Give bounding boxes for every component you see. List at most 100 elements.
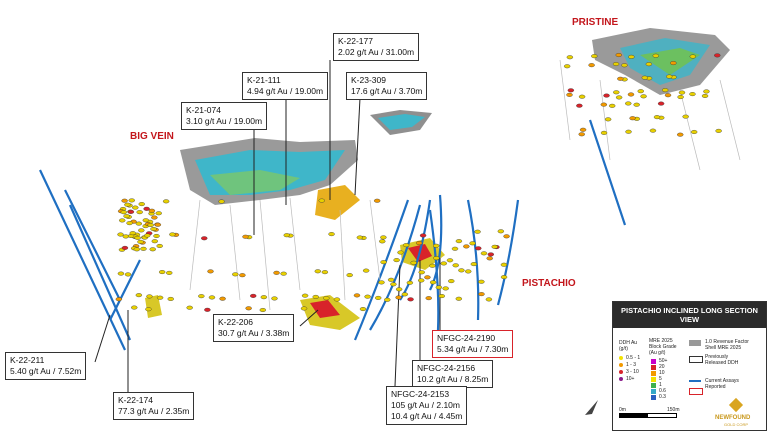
assay-dot <box>162 199 170 204</box>
assay-dot <box>115 297 123 302</box>
legend-swatch <box>651 388 656 394</box>
callout: K-22-211 5.40 g/t Au / 7.52m <box>5 352 87 380</box>
assay-dot <box>625 101 632 106</box>
assay-dot <box>346 273 353 278</box>
assay-dot <box>395 295 402 300</box>
grade-pod <box>145 295 162 318</box>
assay-dot <box>487 252 495 257</box>
assay-dot <box>458 268 465 273</box>
logo-mark <box>728 397 744 413</box>
pit-grade <box>210 170 300 195</box>
assay-result: 10.4 g/t Au / 4.45m <box>391 411 463 421</box>
logo-text: GOLD CORP <box>724 422 749 427</box>
assay-dot <box>417 278 425 283</box>
assay-dot <box>715 128 722 133</box>
hole-id: K-22-211 <box>10 355 45 365</box>
legend-dot <box>619 376 623 381</box>
assay-dot <box>500 275 508 280</box>
assay-dot <box>117 232 124 237</box>
assay-dot <box>148 208 156 213</box>
assay-dot <box>600 102 608 107</box>
scale-label: 0m <box>619 407 626 413</box>
assay-dot <box>657 101 665 106</box>
leader-lines <box>94 60 441 392</box>
assay-dot <box>387 277 395 282</box>
assay-dot <box>433 243 440 248</box>
assay-dot <box>373 198 381 203</box>
assay-dot <box>204 307 211 312</box>
assay-dot <box>144 233 151 238</box>
assay-dot <box>124 202 131 207</box>
assay-dot <box>150 226 157 231</box>
assay-dot <box>207 269 214 274</box>
assay-dot <box>166 270 173 275</box>
assay-dot <box>135 293 143 298</box>
assay-dot <box>578 94 586 99</box>
legend-heading: MRE 2025 Block Grade (Au g/t) <box>649 338 677 356</box>
assay-dot <box>455 296 463 301</box>
assay-dot <box>138 202 145 207</box>
assay-dot <box>312 294 319 299</box>
assay-dot <box>359 307 367 312</box>
assay-dot <box>384 297 391 302</box>
legend-label: 5 <box>659 376 662 382</box>
assay-dot <box>380 235 387 240</box>
assay-dot <box>362 268 370 273</box>
assay-dot <box>563 64 571 69</box>
assay-dot <box>123 214 130 219</box>
scale-label: 150m <box>667 407 680 413</box>
hole-id: K-23-309 <box>351 75 386 85</box>
assay-dot <box>455 239 463 244</box>
legend-row: 0.5 - 1 <box>619 354 640 361</box>
assay-dot <box>142 218 150 223</box>
assay-dot <box>701 93 709 98</box>
assay-dot <box>117 271 125 276</box>
assay-dot <box>119 218 126 223</box>
assay-dot <box>625 129 632 134</box>
assay-dot <box>678 90 686 95</box>
assay-dot <box>452 263 459 268</box>
assay-dot <box>127 209 135 214</box>
legend-swatch <box>651 376 656 382</box>
assay-dot <box>379 239 386 244</box>
assay-dot <box>661 88 669 93</box>
assay-dot <box>703 89 710 94</box>
assay-dot <box>301 293 309 298</box>
assay-dot <box>677 132 684 137</box>
assay-dot <box>283 233 290 238</box>
legend-row: 20 <box>651 364 667 370</box>
legend-row: 5 <box>651 376 667 382</box>
assay-dot <box>418 270 425 275</box>
assay-dot <box>652 53 659 58</box>
zone-label: BIG VEIN <box>130 131 174 142</box>
assay-dot <box>198 294 205 299</box>
assay-dot <box>579 127 587 132</box>
assay-dot <box>415 241 423 246</box>
assay-dot <box>628 54 635 59</box>
assay-dot <box>147 223 154 228</box>
legend-label: 3 - 10 <box>626 368 639 375</box>
hole-id: K-22-206 <box>218 317 253 327</box>
prev-swatch <box>689 356 703 363</box>
legend-swatch <box>651 370 656 376</box>
assay-dot <box>169 232 176 237</box>
assay-dot <box>353 293 361 298</box>
legend-row: 1 <box>651 382 667 388</box>
legend: PISTACHIO INCLINED LONG SECTION VIEW DDH… <box>612 301 767 431</box>
assay-dot <box>463 244 470 249</box>
assay-dot <box>271 296 278 301</box>
legend-label: 1 - 3 <box>626 361 637 368</box>
assay-dot <box>690 129 698 134</box>
assay-dot <box>380 260 387 265</box>
assay-dot <box>469 241 476 246</box>
assay-dot <box>124 272 132 277</box>
assay-dot <box>641 75 649 80</box>
assay-dot <box>491 244 498 249</box>
callout: K-21-074 3.10 g/t Au / 19.00m <box>181 102 268 130</box>
assay-dot <box>670 61 677 66</box>
assay-dot <box>429 280 437 285</box>
assay-dot <box>201 236 208 241</box>
assay-dot <box>364 294 371 299</box>
